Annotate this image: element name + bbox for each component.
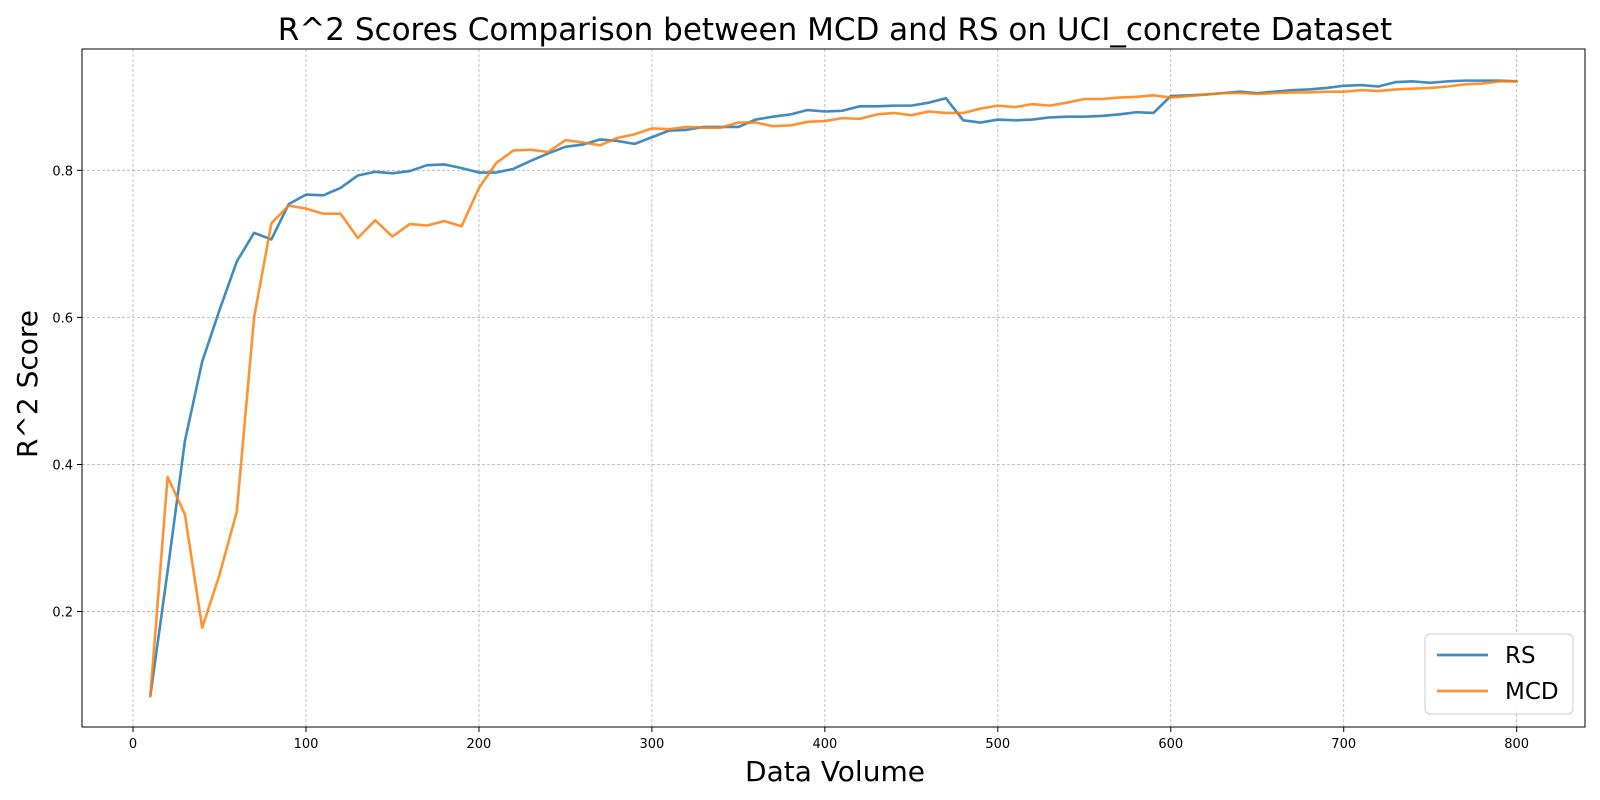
y-tick-label: 0.6 — [52, 311, 73, 326]
x-tick-label: 700 — [1331, 737, 1356, 752]
y-tick-label: 0.4 — [52, 458, 73, 473]
legend-label-rs: RS — [1505, 643, 1536, 669]
x-tick-label: 300 — [639, 737, 664, 752]
chart-title: R^2 Scores Comparison between MCD and RS… — [278, 12, 1392, 48]
legend-label-mcd: MCD — [1505, 679, 1559, 705]
series-line-mcd — [149, 80, 1518, 698]
x-tick-label: 100 — [294, 737, 319, 752]
x-tick-label: 400 — [812, 737, 837, 752]
plot-frame — [81, 48, 1586, 728]
x-tick-label: 0 — [129, 737, 137, 752]
series-lines — [149, 79, 1518, 698]
legend: RS MCD — [1424, 633, 1574, 715]
x-tick-label: 600 — [1158, 737, 1183, 752]
y-axis-label: R^2 Score — [11, 310, 44, 458]
grid-lines — [82, 49, 1585, 727]
x-tick-label: 800 — [1504, 737, 1529, 752]
y-tick-label: 0.8 — [52, 164, 73, 179]
x-tick-label: 500 — [985, 737, 1010, 752]
x-axis-label: Data Volume — [745, 755, 925, 788]
axes: 0 100 200 300 400 500 600 700 800 0.2 0.4 0.6 0.8 — [52, 48, 1586, 752]
series-line-rs — [149, 79, 1518, 698]
y-tick-label: 0.2 — [52, 606, 73, 621]
x-tick-label: 200 — [467, 737, 492, 752]
